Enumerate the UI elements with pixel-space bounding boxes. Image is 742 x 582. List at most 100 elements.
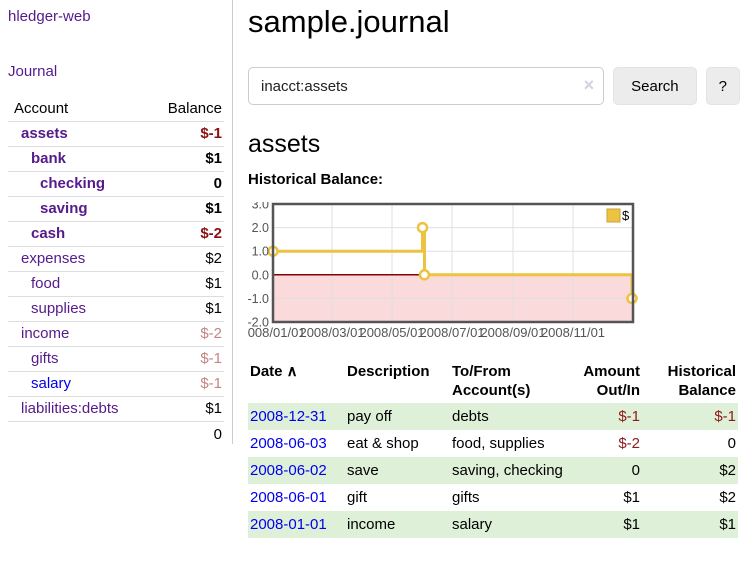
account-link[interactable]: checking	[40, 175, 106, 192]
y-tick-label: -2.0	[248, 316, 269, 330]
transaction-description: income	[347, 516, 396, 533]
transaction-balance: $2	[719, 462, 736, 479]
accounts-total-spacer	[8, 421, 147, 447]
help-button[interactable]: ?	[705, 67, 740, 105]
search-box: ×	[248, 67, 605, 105]
historical-balance-chart: $3.0 2.0 1.0 0.0 -1.0 -2.02008/01/012008/03/0…	[240, 198, 740, 344]
accounts-header-account: Account	[8, 97, 147, 122]
account-balance: $1	[146, 296, 224, 322]
y-tick-label: -1.0	[248, 292, 269, 306]
transaction-amount: 0	[631, 462, 640, 479]
chart-border	[271, 202, 635, 324]
account-balance: $1	[146, 196, 224, 222]
transaction-balance: $1	[719, 516, 736, 533]
transaction-date-link[interactable]: 2008-01-01	[250, 516, 327, 533]
sidebar-nav: Journal	[8, 63, 224, 80]
register-header-accounts: To/From Account(s)	[452, 363, 531, 399]
y-tick-label: 1.0	[252, 245, 269, 259]
account-balance: $1	[146, 271, 224, 297]
transaction-row: 2008-06-02 save saving, checking 0 $2	[248, 457, 738, 484]
register-header-date[interactable]: Date ∧	[250, 363, 298, 380]
account-row: assets $-1	[8, 121, 224, 147]
account-balance: $-1	[146, 371, 224, 397]
account-balance: 0	[146, 171, 224, 197]
transaction-balance: 0	[727, 435, 736, 452]
transaction-balance: $-1	[714, 408, 736, 425]
register-header-amount: Amount Out/In	[583, 363, 640, 399]
legend-label: $	[622, 208, 630, 223]
y-tick-label: 2.0	[252, 221, 269, 235]
account-link[interactable]: gifts	[31, 350, 59, 367]
account-link[interactable]: saving	[40, 200, 88, 217]
account-balance: $-2	[146, 321, 224, 347]
account-link[interactable]: expenses	[21, 250, 86, 267]
x-tick-label: 2008/07/01	[419, 325, 484, 340]
account-link[interactable]: food	[31, 275, 61, 292]
transaction-accounts: saving, checking	[452, 462, 563, 479]
account-row: bank $1	[8, 146, 224, 172]
account-row: saving $1	[8, 196, 224, 222]
transaction-row: 2008-12-31 pay off debts $-1 $-1	[248, 403, 738, 430]
x-tick-label: 2008/09/01	[480, 325, 545, 340]
account-row: liabilities:debts $1	[8, 396, 224, 422]
accounts-total-row: 0	[8, 421, 224, 447]
x-tick-label: 2008/03/01	[299, 325, 364, 340]
search-input[interactable]	[248, 67, 605, 105]
x-tick-label: 2008/01/01	[248, 325, 306, 340]
chart-title: Historical Balance:	[248, 171, 384, 188]
account-row: food $1	[8, 271, 224, 297]
account-balance: $-1	[146, 346, 224, 372]
transaction-description: pay off	[347, 408, 392, 425]
search-button[interactable]: Search	[613, 67, 697, 105]
register-header-description: Description	[347, 363, 430, 380]
account-row: salary $-1	[8, 371, 224, 397]
transaction-row: 2008-01-01 income salary $1 $1	[248, 511, 738, 538]
accounts-table: Account Balance assets $-1 bank $1 checking 0…	[8, 97, 224, 447]
transaction-date-link[interactable]: 2008-12-31	[250, 408, 327, 425]
transaction-description: eat & shop	[347, 435, 419, 452]
account-balance: $1	[146, 396, 224, 422]
transaction-accounts: food, supplies	[452, 435, 545, 452]
sidebar-item-journal[interactable]: Journal	[8, 63, 58, 80]
account-row: expenses $2	[8, 246, 224, 272]
accounts-header-balance: Balance	[146, 97, 224, 122]
clear-search-icon[interactable]: ×	[583, 75, 595, 95]
transaction-amount: $-2	[618, 435, 640, 452]
page-title: sample.journal	[248, 4, 450, 39]
transaction-description: gift	[347, 489, 368, 506]
account-row: cash $-2	[8, 221, 224, 247]
legend-swatch-icon	[606, 208, 621, 223]
y-tick-label: 0.0	[252, 268, 269, 282]
account-link[interactable]: supplies	[31, 300, 87, 317]
transaction-amount: $1	[623, 516, 640, 533]
app-title: hledger-web	[8, 8, 224, 25]
account-link[interactable]: liabilities:debts	[21, 400, 119, 417]
accounts-header-row: Account Balance	[8, 97, 224, 122]
transaction-accounts: salary	[452, 516, 493, 533]
account-link[interactable]: bank	[31, 150, 67, 167]
account-row: supplies $1	[8, 296, 224, 322]
accounts-total-value: 0	[146, 421, 224, 447]
transaction-row: 2008-06-03 eat & shop food, supplies $-2 0	[248, 430, 738, 457]
sidebar: hledger-web Journal Account Balance asse…	[0, 0, 233, 447]
transaction-date-link[interactable]: 2008-06-01	[250, 489, 327, 506]
account-balance: $-2	[146, 221, 224, 247]
account-link[interactable]: cash	[31, 225, 66, 242]
transaction-date-link[interactable]: 2008-06-02	[250, 462, 327, 479]
transaction-date-link[interactable]: 2008-06-03	[250, 435, 327, 452]
account-link[interactable]: income	[21, 325, 70, 342]
account-row: income $-2	[8, 321, 224, 347]
account-row: checking 0	[8, 171, 224, 197]
app-title-link[interactable]: hledger-web	[8, 8, 91, 25]
register-table: Date ∧ Description To/From Account(s) Amount…	[248, 361, 738, 538]
main-content: sample.journal × Search ? assets Histori…	[240, 0, 740, 538]
chart-marker	[418, 269, 431, 281]
account-balance: $-1	[146, 121, 224, 147]
account-balance: $2	[146, 246, 224, 272]
account-link[interactable]: assets	[21, 125, 68, 142]
transaction-amount: $1	[623, 489, 640, 506]
balance-chart-svg: $3.0 2.0 1.0 0.0 -1.0 -2.02008/01/012008/03/0…	[240, 198, 638, 340]
register-header-balance: Historical Balance	[667, 363, 736, 399]
account-link[interactable]: salary	[31, 375, 72, 392]
account-balance: $1	[146, 146, 224, 172]
